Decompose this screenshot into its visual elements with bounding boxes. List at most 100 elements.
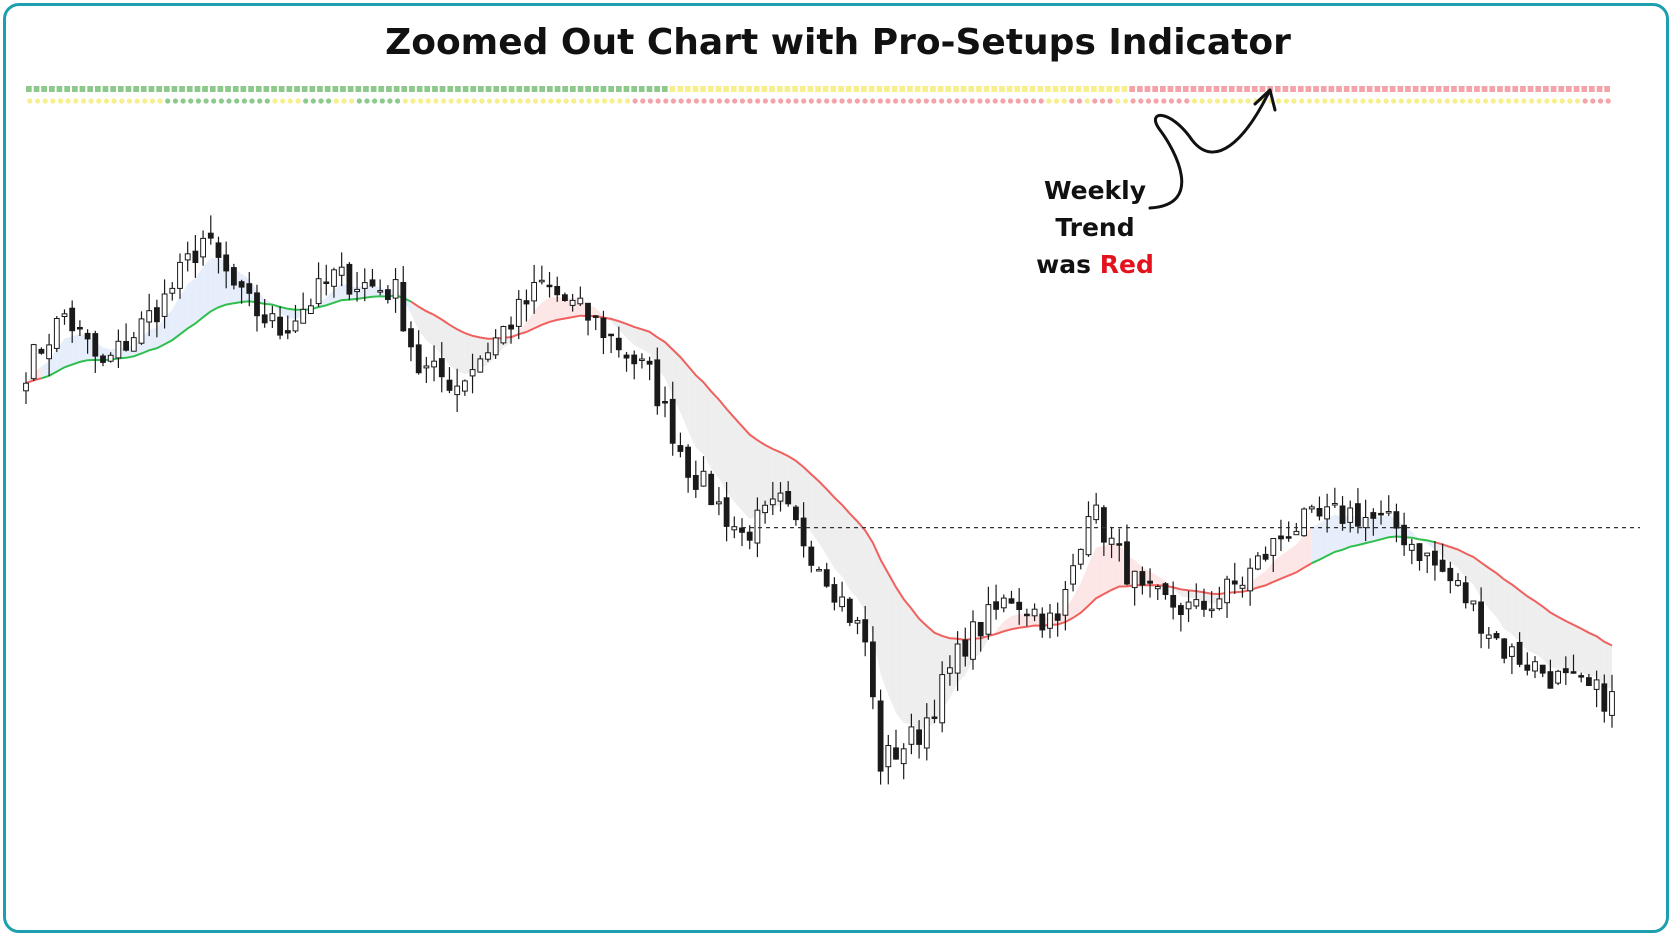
- candle: [716, 487, 722, 516]
- trend-dot: [1137, 86, 1143, 92]
- candle: [538, 265, 545, 285]
- trend-dot: [693, 98, 700, 104]
- trend-dot: [640, 98, 646, 104]
- trend-dot: [525, 98, 531, 104]
- trend-dot: [1374, 86, 1381, 92]
- trend-dot: [1451, 86, 1457, 92]
- trend-dot: [1397, 86, 1404, 92]
- candle-body: [839, 596, 846, 608]
- trend-dot: [1237, 98, 1243, 104]
- trend-dot: [1106, 86, 1112, 92]
- candle: [870, 626, 876, 710]
- trend-dot: [1114, 86, 1120, 92]
- candle-body: [1201, 600, 1207, 610]
- candle-body: [408, 328, 414, 348]
- trend-dot: [470, 86, 477, 92]
- trend-dot: [409, 86, 415, 92]
- moving-average: [25, 294, 1613, 647]
- trend-dot: [746, 86, 752, 92]
- candle: [177, 253, 183, 299]
- candle: [839, 581, 846, 612]
- annotation-highlight: Red: [1099, 250, 1154, 279]
- cloud-segment: [1080, 564, 1089, 613]
- chart-frame: [3, 3, 1669, 933]
- candle: [1178, 602, 1184, 632]
- trend-dot: [914, 86, 921, 92]
- trend-dot: [1544, 98, 1550, 104]
- trend-dot: [1290, 86, 1296, 92]
- trend-dot: [50, 98, 56, 104]
- candle: [685, 444, 692, 493]
- trend-dot: [808, 98, 814, 104]
- trend-dot: [1175, 86, 1181, 92]
- trend-dot: [899, 86, 906, 92]
- trend-dot: [425, 98, 431, 104]
- candle-body: [746, 531, 753, 541]
- trend-dot: [447, 86, 454, 92]
- trend-dot: [1504, 86, 1511, 92]
- candle: [1093, 492, 1100, 524]
- trend-dot: [707, 86, 714, 92]
- trend-dot: [831, 98, 837, 104]
- candle: [692, 460, 699, 498]
- cloud-segment: [903, 599, 912, 725]
- trend-dot: [140, 86, 147, 92]
- cloud-segment: [1011, 614, 1020, 630]
- candle-body: [1555, 670, 1561, 684]
- trend-dot: [456, 98, 462, 104]
- trend-dot: [1228, 86, 1235, 92]
- candle-body: [485, 352, 491, 360]
- trend-dot: [778, 98, 784, 104]
- candle-body: [654, 359, 661, 407]
- candle-body: [1062, 589, 1069, 616]
- trend-dot: [1597, 98, 1604, 104]
- trend-dot: [939, 98, 945, 104]
- cloud-segment: [187, 277, 196, 329]
- trend-dot: [600, 86, 607, 92]
- trend-dot: [133, 86, 139, 92]
- candle: [954, 631, 961, 691]
- trend-dot: [885, 98, 891, 104]
- candle-body: [1024, 613, 1030, 617]
- candle: [438, 342, 445, 393]
- cloud-segment: [1019, 614, 1027, 628]
- candle: [662, 386, 668, 418]
- trend-dot: [1590, 98, 1596, 104]
- trend-dot: [1075, 86, 1082, 92]
- trend-dot: [578, 98, 585, 104]
- trend-dot: [188, 98, 194, 104]
- candle-body: [1485, 634, 1492, 639]
- trend-dot: [142, 98, 148, 104]
- cloud-segment: [1442, 544, 1451, 563]
- trend-dot: [1359, 86, 1365, 92]
- candle-body: [623, 354, 630, 359]
- trend-dot: [1191, 98, 1197, 104]
- candle-body: [531, 282, 538, 302]
- candle-body: [1262, 553, 1269, 560]
- trend-dot: [1383, 98, 1389, 104]
- trend-dot: [1291, 98, 1297, 104]
- candle: [269, 305, 276, 328]
- trend-dot: [1489, 86, 1496, 92]
- candle-body: [1154, 586, 1161, 590]
- cloud-segment: [996, 621, 1004, 634]
- trend-dot: [379, 98, 385, 104]
- trend-dot: [799, 86, 806, 92]
- trend-dot: [64, 86, 70, 92]
- candle: [485, 342, 491, 362]
- trend-dot: [1091, 86, 1097, 92]
- candle: [115, 329, 122, 369]
- trend-dot: [72, 86, 78, 92]
- candle-body: [107, 354, 114, 362]
- candle-body: [1085, 516, 1092, 556]
- trend-dot: [847, 98, 853, 104]
- candle: [623, 351, 630, 372]
- candle-body: [1231, 580, 1238, 585]
- trend-dot: [962, 98, 968, 104]
- trend-dot: [663, 98, 669, 104]
- candle-body: [100, 355, 106, 363]
- trend-dot: [87, 86, 93, 92]
- candle: [1601, 674, 1608, 723]
- candle-body: [1139, 571, 1146, 586]
